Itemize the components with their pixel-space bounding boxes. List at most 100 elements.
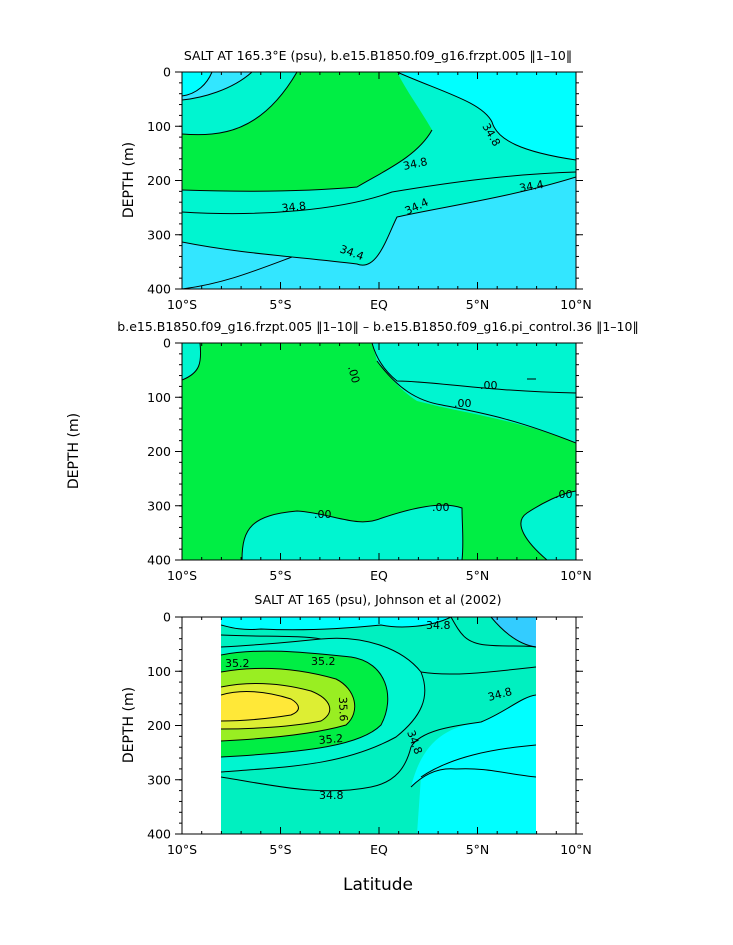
panel-3-contour-label: 34.8 <box>319 789 344 802</box>
panel-3-contour <box>221 634 322 640</box>
panel-1-xtick-label: 10°N <box>560 297 592 312</box>
panel-2-contour <box>371 343 576 394</box>
panel-3-contour-label: 35.6 <box>336 697 350 722</box>
panel-3-fill-cyan-bottom-right <box>417 745 536 834</box>
panel-3-contour <box>490 617 536 648</box>
panel-2-contour <box>520 490 576 560</box>
panel-1-ytick-label: 200 <box>147 173 171 188</box>
panel-3-ytick-label: 200 <box>147 718 171 733</box>
panel-1-xtick-label: 10°S <box>167 297 197 312</box>
panel-1-contour <box>182 256 293 289</box>
panel-3-ytick-label: 400 <box>147 827 171 842</box>
panel-3-contour <box>420 666 536 675</box>
panel-2-ytick-label: 100 <box>147 390 171 405</box>
panel-3-contour <box>410 768 536 788</box>
panel-1-plot: 34.8 34.8 34.8 34.4 34.4 34.4 <box>182 72 576 289</box>
panel-3-xtick-label: 5°S <box>269 842 291 857</box>
panel-1-xtick-label: EQ <box>370 297 388 312</box>
panel-2-contour-label: .00 <box>314 508 332 521</box>
panel-3-plot: 35.2 35.2 35.6 35.2 34.8 34.8 34.8 34.8 <box>221 617 536 834</box>
panel-1-contour <box>182 72 298 136</box>
figure-xlabel: Latitude <box>343 875 413 895</box>
panel-2-ytick-label: 300 <box>147 498 171 513</box>
panel-3-fill-yellow-core <box>221 691 299 721</box>
panel-1-contour-label: 34.4 <box>518 178 544 195</box>
panel-2-contour <box>182 343 202 381</box>
panel-1-contour <box>396 72 576 161</box>
panel-3-contours <box>221 617 536 792</box>
panel-1-contour <box>182 129 433 192</box>
panel-2-contour <box>241 504 464 560</box>
panel-3-contour <box>221 691 299 722</box>
panel-1-fill-cyan-corner <box>182 72 212 96</box>
panel-1: SALT AT 165.3°E (psu), b.e15.B1850.f09_g… <box>121 48 592 312</box>
panel-1-xtick-label: 5°N <box>466 297 490 312</box>
panel-3-contour-label: 35.2 <box>318 732 344 747</box>
panel-1-title: SALT AT 165.3°E (psu), b.e15.B1850.f09_g… <box>184 48 572 63</box>
panel-1-contour <box>182 171 576 215</box>
panel-1-ytick-label: 0 <box>163 65 171 80</box>
panel-3-contour <box>410 694 536 748</box>
panel-1-ytick-label: 400 <box>147 282 171 297</box>
panel-3-ylabel: DEPTH (m) <box>121 687 137 763</box>
panel-3-contour <box>450 617 536 648</box>
panel-3-xtick-label: EQ <box>370 842 388 857</box>
panel-1-contour <box>182 72 253 101</box>
panel-3-axes: 10°S 5°S EQ 5°N 10°N 0 100 200 300 400 <box>147 610 592 858</box>
panel-2-axes: 10°S 5°S EQ 5°N 10°N 0 100 200 300 400 <box>147 336 592 584</box>
panel-1-contour-label: 34.8 <box>402 155 429 173</box>
panel-2-ytick-label: 400 <box>147 553 171 568</box>
panel-3-contour <box>420 744 536 778</box>
panel-1-contours <box>182 72 576 289</box>
panel-3-contour <box>221 650 389 758</box>
panel-3-xtick-label: 10°S <box>167 842 197 857</box>
panel-3-contour-label: 34.8 <box>486 685 513 704</box>
panel-2-plot: .00 .00 .00 .00 .00 .00 <box>182 343 576 560</box>
panel-2-ytick-label: 200 <box>147 444 171 459</box>
panel-2-contour <box>376 360 576 444</box>
panel-3-contour-label: 35.2 <box>311 655 336 668</box>
panel-3: SALT AT 165 (psu), Johnson et al (2002) <box>121 592 592 857</box>
panel-2-fill-aqua-left <box>182 343 201 380</box>
panel-2-xtick-label: EQ <box>370 568 388 583</box>
panel-3-title: SALT AT 165 (psu), Johnson et al (2002) <box>254 592 501 607</box>
panel-3-contour-label: 35.2 <box>225 657 250 670</box>
panel-3-contour <box>221 667 356 742</box>
panel-2-contours <box>182 343 576 560</box>
panel-2-contour-label: .00 <box>345 364 362 384</box>
panel-3-contour <box>221 746 412 792</box>
panel-3-ytick-label: 300 <box>147 772 171 787</box>
panel-2-ylabel: DEPTH (m) <box>66 413 82 489</box>
panel-2-title: b.e15.B1850.f09_g16.frzpt.005 ‖1–10‖ – b… <box>117 319 638 334</box>
panel-2-ytick-label: 0 <box>163 336 171 351</box>
panel-2-contour-label: .00 <box>480 379 498 392</box>
panel-3-fill-skyblue-corner <box>491 617 536 647</box>
panel-1-axes: 10°S 5°S EQ 5°N 10°N 0 100 200 300 400 <box>147 65 592 313</box>
panel-1-ytick-label: 300 <box>147 227 171 242</box>
panel-2-contour-label: .00 <box>555 488 573 501</box>
panel-2-fill-aqua-top <box>372 343 576 443</box>
panel-2-contour-label: .00 <box>454 397 472 410</box>
panel-3-contour-label: 34.8 <box>426 619 451 632</box>
panel-2-xtick-label: 10°N <box>560 568 592 583</box>
panel-3-xtick-label: 10°N <box>560 842 592 857</box>
panel-3-ytick-label: 0 <box>163 610 171 625</box>
panel-1-ylabel: DEPTH (m) <box>121 142 137 218</box>
panel-2: b.e15.B1850.f09_g16.frzpt.005 ‖1–10‖ – b… <box>66 319 639 583</box>
panel-1-fill-cyan-right <box>397 72 576 160</box>
panel-1-xtick-label: 5°S <box>269 297 291 312</box>
panel-3-fill-cyan-right <box>411 617 536 787</box>
panel-1-contour <box>182 72 213 97</box>
panel-1-contour-label: 34.8 <box>281 199 307 214</box>
panel-1-contour <box>182 176 576 266</box>
panel-2-xtick-label: 10°S <box>167 568 197 583</box>
panel-3-ytick-label: 100 <box>147 664 171 679</box>
panel-3-contour <box>221 683 331 730</box>
panel-2-xtick-label: 5°S <box>269 568 291 583</box>
panel-1-fill-green <box>182 72 432 192</box>
panel-2-contour-label: .00 <box>432 501 450 514</box>
panel-2-fill-aqua-bottom <box>242 505 463 560</box>
panel-3-xtick-label: 5°N <box>466 842 490 857</box>
panel-2-xtick-label: 5°N <box>466 568 490 583</box>
